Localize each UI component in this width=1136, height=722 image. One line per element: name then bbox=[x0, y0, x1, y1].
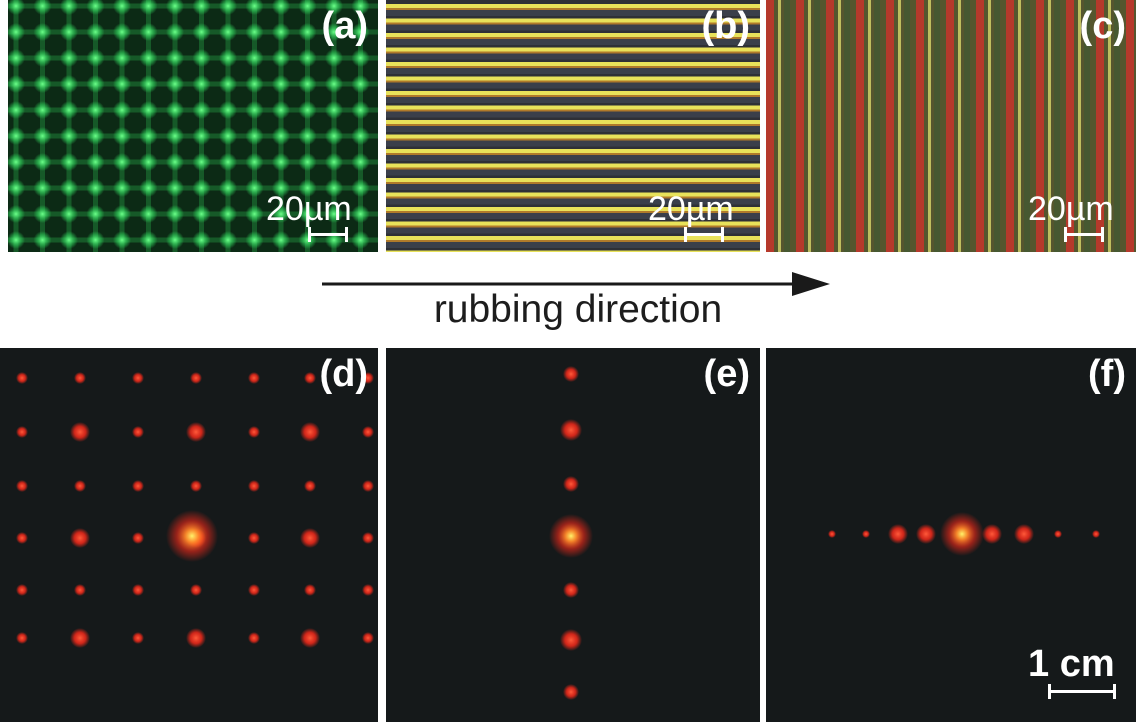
panel-label-c: (c) bbox=[1079, 5, 1126, 47]
green-grid-pattern bbox=[8, 0, 378, 252]
vertical-diffraction-spots bbox=[549, 366, 593, 700]
scale-bar-f bbox=[1048, 684, 1116, 699]
scale-text-c: 20µm bbox=[1028, 190, 1114, 228]
panel-label-f: (f) bbox=[1088, 353, 1126, 395]
vertical-stripe-pattern bbox=[766, 0, 1136, 252]
scale-text-a: 20µm bbox=[266, 190, 352, 228]
rubbing-direction-label: rubbing direction bbox=[433, 288, 723, 331]
micrograph-panel-c: (c) 20µm bbox=[766, 0, 1136, 252]
horizontal-diffraction-spots bbox=[828, 512, 1100, 556]
micrograph-panel-a: (a) 20µm bbox=[8, 0, 378, 252]
panel-label-b: (b) bbox=[701, 5, 750, 47]
horizontal-stripe-pattern bbox=[386, 0, 760, 252]
2d-diffraction-spots bbox=[16, 372, 374, 648]
panel-label-e: (e) bbox=[703, 353, 750, 395]
diffraction-panel-e: (e) bbox=[386, 348, 760, 722]
rubbing-direction-arrow bbox=[322, 266, 832, 302]
panel-label-a: (a) bbox=[321, 5, 368, 47]
scale-bar-a bbox=[308, 227, 348, 242]
micrograph-panel-b: (b) 20µm bbox=[386, 0, 760, 252]
scale-bar-c bbox=[1064, 227, 1104, 242]
diffraction-panel-f: (f) 1 cm bbox=[766, 348, 1136, 722]
diffraction-panel-d: (d) bbox=[0, 348, 378, 722]
scale-bar-b bbox=[684, 227, 724, 242]
scale-text-b: 20µm bbox=[648, 190, 734, 228]
scale-text-f: 1 cm bbox=[1028, 643, 1115, 685]
panel-label-d: (d) bbox=[319, 353, 368, 395]
